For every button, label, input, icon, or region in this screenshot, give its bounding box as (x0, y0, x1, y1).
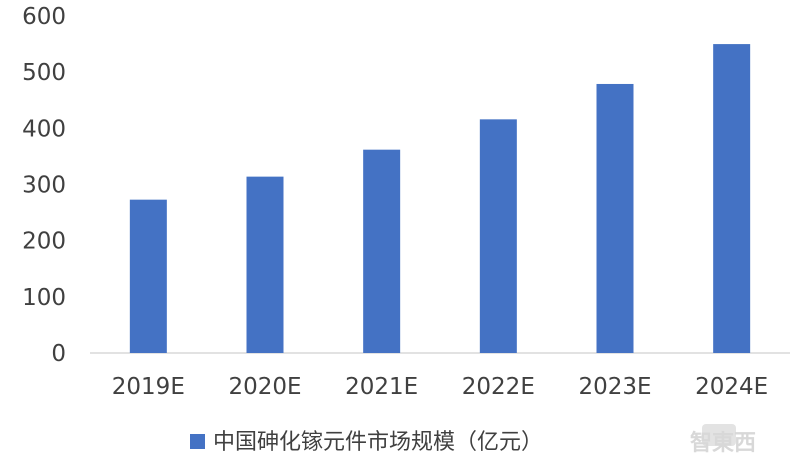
legend-swatch (190, 434, 205, 449)
legend-label: 中国砷化镓元件市场规模（亿元） (213, 430, 543, 455)
x-axis-tick-labels: 2019E 2020E 2021E 2022E 2023E 2024E (112, 374, 768, 400)
y-tick-label: 400 (22, 116, 66, 142)
y-tick-label: 300 (22, 173, 66, 199)
watermark-text: 智東西 (690, 430, 756, 456)
x-tick-label: 2021E (345, 374, 418, 400)
bar (129, 199, 167, 353)
bars-group (129, 44, 751, 353)
x-tick-label: 2020E (228, 374, 301, 400)
bar (713, 44, 751, 353)
x-tick-label: 2019E (112, 374, 185, 400)
y-tick-label: 500 (22, 60, 66, 86)
bar (363, 149, 401, 353)
y-tick-label: 0 (51, 341, 66, 367)
legend: 中国砷化镓元件市场规模（亿元） (190, 430, 543, 455)
bar (246, 176, 284, 353)
x-tick-label: 2024E (695, 374, 768, 400)
y-tick-label: 100 (22, 285, 66, 311)
watermark-logo: 智東西 (690, 424, 756, 456)
bar (479, 119, 517, 353)
bar (596, 83, 634, 353)
x-tick-label: 2023E (578, 374, 651, 400)
watermark-badge (702, 424, 736, 446)
y-axis-tick-labels: 0 100 200 300 400 500 600 (22, 4, 66, 367)
y-tick-label: 200 (22, 229, 66, 255)
x-tick-label: 2022E (462, 374, 535, 400)
y-tick-label: 600 (22, 4, 66, 30)
